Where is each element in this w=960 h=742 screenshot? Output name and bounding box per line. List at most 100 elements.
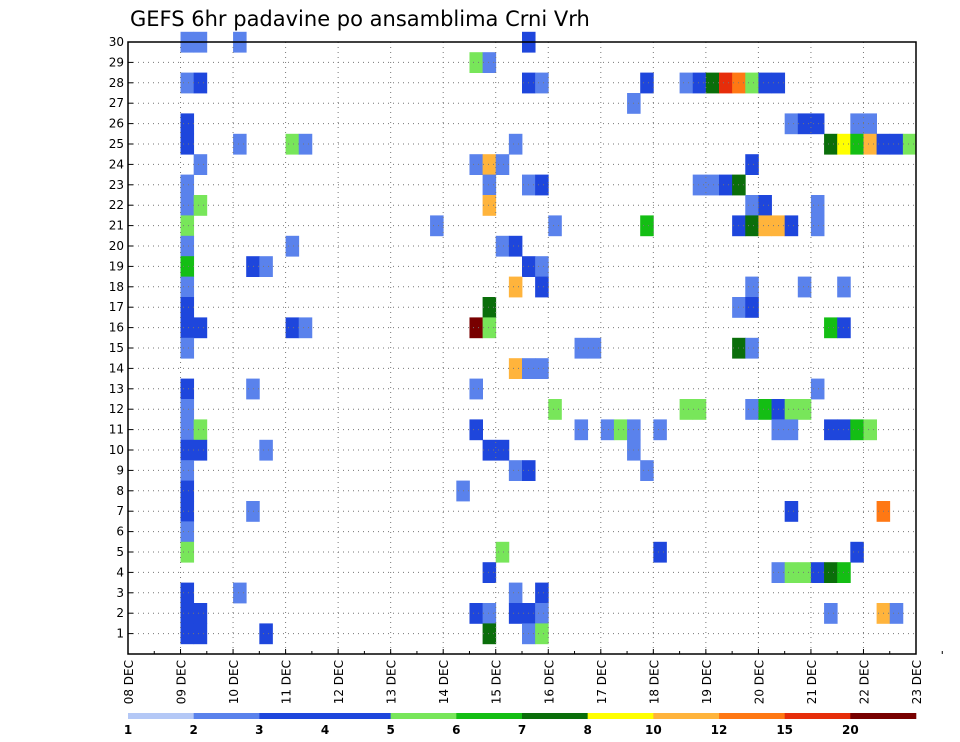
legend-swatch [522,713,588,719]
x-tick-label: 15 DEC [490,660,504,704]
heatmap-cell [180,317,195,339]
y-tick-label: 21 [109,219,124,233]
legend-label: 6 [452,723,460,737]
heatmap-cell [850,419,864,441]
heatmap-cell [469,317,483,339]
y-tick-label: 13 [109,382,124,396]
y-tick-label: 2 [116,606,124,620]
heatmap-cell [482,623,497,645]
y-tick-label: 7 [116,504,124,518]
heatmap-cell [508,358,523,379]
heatmap-cell [889,603,904,624]
heatmap-cell [469,603,483,624]
heatmap-cell [784,399,799,420]
x-tick-label: 14 DEC [437,660,451,704]
x-tick-label: 11 DEC [280,660,294,704]
heatmap-cell [508,276,523,298]
legend-label: 20 [842,723,859,737]
heatmap-cell [180,215,195,237]
heatmap-cell [180,460,195,481]
heatmap-cell [482,603,497,624]
y-tick-label: 15 [109,341,124,355]
heatmap-cell [246,378,260,400]
legend-swatch [128,713,194,719]
heatmap-cell [180,378,195,400]
y-tick-label: 24 [109,157,124,171]
x-tick-label: 23 DEC [910,660,924,704]
heatmap-cell [495,154,510,175]
heatmap-cell [784,562,799,583]
x-tick-label: 09 DEC [175,660,189,704]
heatmap-cell [574,419,589,441]
heatmap-cell [745,399,759,420]
heatmap-cell [745,215,759,237]
heatmap-cell [535,174,549,196]
heatmap-cell [285,133,300,155]
heatmap-cell [745,297,759,318]
y-tick-label: 17 [109,300,124,314]
heatmap-cell [535,256,549,277]
y-tick-label: 11 [109,423,124,437]
heatmap-cell [180,337,195,359]
legend-label: 8 [583,723,591,737]
heatmap-cell [574,337,589,359]
x-tick-label: 21 DEC [805,660,819,704]
heatmap-cell [180,113,195,135]
heatmap-cell [508,603,523,624]
y-tick-label: 6 [116,525,124,539]
legend-label: 12 [711,723,728,737]
legend-swatch [193,713,260,719]
heatmap-cell [535,72,549,94]
heatmap-cell [679,72,694,94]
heatmap-cell [180,276,195,298]
heatmap-cell [758,399,772,420]
y-tick-label: 18 [109,280,124,294]
heatmap-cell [784,215,799,237]
heatmap-cell [259,439,273,461]
legend-label: 1 [124,723,132,737]
heatmap-cell [745,276,759,298]
legend-swatch [653,713,720,719]
y-tick-label: 12 [109,402,124,416]
heatmap-cell [193,317,208,339]
heatmap-cell [508,582,523,604]
heatmap-cell [784,113,799,135]
heatmap-cell [548,399,562,420]
heatmap-cell [810,215,825,237]
heatmap-cell [784,419,799,441]
heatmap-cell [298,317,313,339]
heatmap-cell [810,113,825,135]
heatmap-cell [193,419,208,441]
legend-swatch [719,713,785,719]
heatmap-cell [692,399,707,420]
y-tick-label: 5 [116,545,124,559]
heatmap-cell [180,72,195,94]
y-tick-label: 30 [109,35,124,49]
heatmap-cell [259,256,273,277]
heatmap-cell [902,133,917,155]
heatmap-cell [535,276,549,298]
heatmap-cell [482,154,497,175]
heatmap-cell [180,623,195,645]
heatmap-cell [810,378,825,400]
x-axis-ticks: 08 DEC 09 DEC 10 DEC 11 DEC 12 DEC 13 DEC 14 D… [122,649,943,704]
y-tick-label: 19 [109,259,124,273]
y-tick-label: 14 [109,361,124,375]
heatmap-cell [495,439,510,461]
legend-label: 4 [321,723,329,737]
heatmap-cell [797,562,812,583]
heatmap-cell [850,113,864,135]
heatmap-cell [180,195,195,216]
heatmap-cell [613,419,628,441]
legend-swatch [587,713,654,719]
y-tick-label: 9 [116,463,124,477]
x-tick-label: 13 DEC [385,660,399,704]
heatmap-cell [482,174,497,196]
x-tick-label: 18 DEC [647,660,661,704]
y-tick-label: 28 [109,76,124,90]
legend-label: 15 [776,723,793,737]
x-tick-label: 12 DEC [332,660,346,704]
heatmap-cell [653,419,667,441]
x-tick-label: 22 DEC [857,660,871,704]
heatmap-cell [824,562,838,583]
